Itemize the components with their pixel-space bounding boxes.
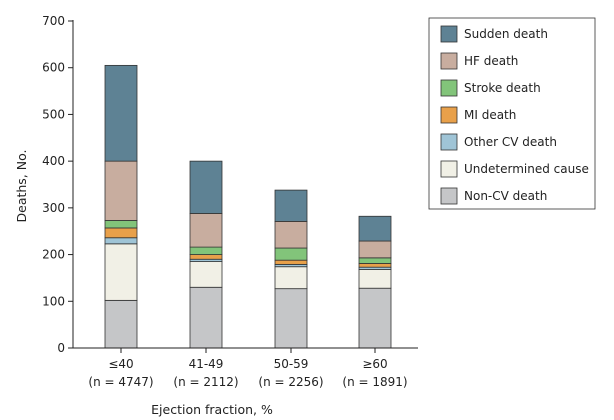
legend-label-other-cv-death: Other CV death <box>464 135 557 149</box>
legend-swatch-non-cv-death <box>440 187 458 205</box>
bar-segment-sudden-death <box>189 160 223 214</box>
bar-segment-mi-death <box>189 254 223 260</box>
bars <box>104 64 392 349</box>
bar-segment-non-cv-death <box>358 287 392 349</box>
bar-segment-stroke-death <box>274 247 308 261</box>
x-tick-label: 41-49 <box>189 357 224 371</box>
bar-segment-stroke-death <box>104 220 138 229</box>
bar-segment-non-cv-death <box>104 299 138 349</box>
bar-segment-stroke-death <box>358 257 392 264</box>
legend-label-mi-death: MI death <box>464 108 516 122</box>
y-axis: 0 100 200 300 400 500 600 700 <box>42 14 74 355</box>
y-tick-label: 600 <box>42 61 65 75</box>
y-tick-label: 300 <box>42 201 65 215</box>
bar-segment-sudden-death <box>104 64 138 162</box>
bar-segment-undetermined-cause <box>274 266 308 290</box>
legend-label-non-cv-death: Non-CV death <box>464 189 547 203</box>
y-axis-title: Deaths, No. <box>14 149 29 222</box>
bar-segment-mi-death <box>274 259 308 265</box>
x-tick-label: ≥60 <box>362 357 387 371</box>
bar-segment-undetermined-cause <box>358 269 392 289</box>
bar-segment-non-cv-death <box>274 288 308 349</box>
legend-label-undetermined-cause: Undetermined cause <box>464 162 589 176</box>
x-tick-sublabel: (n = 2112) <box>173 375 238 389</box>
bar-segment-undetermined-cause <box>104 243 138 301</box>
legend-swatch-sudden-death <box>440 25 458 43</box>
x-tick-sublabel: (n = 4747) <box>88 375 153 389</box>
bar-segment-hf-death <box>104 160 138 221</box>
legend-swatch-stroke-death <box>440 79 458 97</box>
x-tick-sublabel: (n = 1891) <box>342 375 407 389</box>
legend-swatch-mi-death <box>440 106 458 124</box>
bar-segment-hf-death <box>358 240 392 259</box>
bar-segment-undetermined-cause <box>189 261 223 288</box>
x-axis: ≤40 (n = 4747) 41-49 (n = 2112) 50-59 (n = 22… <box>73 347 418 389</box>
bar-segment-hf-death <box>274 221 308 249</box>
bar-segment-mi-death <box>358 263 392 268</box>
x-tick-label: ≤40 <box>108 357 133 371</box>
bar-segment-stroke-death <box>189 246 223 255</box>
y-tick-label: 200 <box>42 248 65 262</box>
bar-segment-sudden-death <box>274 189 308 222</box>
legend-swatch-hf-death <box>440 52 458 70</box>
bar-segment-non-cv-death <box>189 286 223 349</box>
y-tick-label: 500 <box>42 107 65 121</box>
x-tick-sublabel: (n = 2256) <box>258 375 323 389</box>
bar-segment-hf-death <box>189 213 223 248</box>
bar-segment-mi-death <box>104 227 138 239</box>
legend-swatch-other-cv-death <box>440 133 458 151</box>
x-tick-label: 50-59 <box>274 357 309 371</box>
y-tick-label: 100 <box>42 294 65 308</box>
bar-segment-other-cv-death <box>104 237 138 245</box>
bar-segment-sudden-death <box>358 215 392 242</box>
legend-swatch-undetermined-cause <box>440 160 458 178</box>
x-axis-title: Ejection fraction, % <box>151 402 273 417</box>
legend-label-sudden-death: Sudden death <box>464 27 548 41</box>
y-tick-label: 400 <box>42 154 65 168</box>
legend-label-stroke-death: Stroke death <box>464 81 541 95</box>
legend: Sudden death HF death Stroke death MI death… <box>428 17 596 210</box>
legend-label-hf-death: HF death <box>464 54 518 68</box>
y-tick-label: 700 <box>42 14 65 28</box>
y-tick-label: 0 <box>57 341 65 355</box>
